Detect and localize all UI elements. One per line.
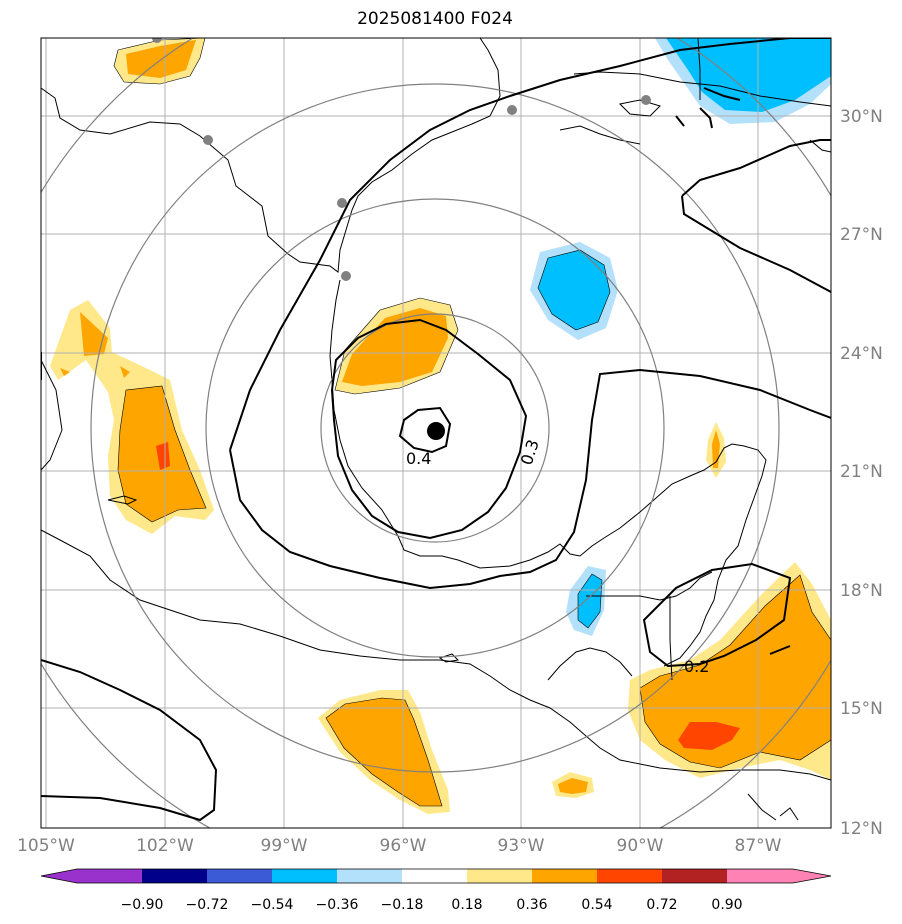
contour-0.2-gulf bbox=[229, 38, 831, 451]
lon-label: 105°W bbox=[17, 836, 75, 856]
map-frame bbox=[40, 37, 832, 829]
colorbar-label: 0.36 bbox=[516, 897, 547, 913]
colorbar-segment bbox=[77, 869, 143, 883]
colorbar-segment bbox=[467, 869, 533, 883]
storm-center-marker bbox=[427, 422, 445, 440]
colorbar-segment bbox=[337, 869, 403, 883]
colorbar-labels: −0.90 −0.72 −0.54 −0.36 −0.18 0.18 0.36 … bbox=[121, 897, 743, 913]
colorbar-label: −0.72 bbox=[186, 897, 229, 913]
colorbar-segment bbox=[532, 869, 598, 883]
lat-label: 15°N bbox=[840, 699, 883, 719]
lat-label: 12°N bbox=[840, 819, 883, 839]
lon-label: 96°W bbox=[380, 836, 427, 856]
lat-label: 24°N bbox=[840, 344, 883, 364]
map-area: 0.4 0.3 0.2 bbox=[41, 38, 831, 828]
colorbar-label: −0.36 bbox=[316, 897, 359, 913]
colorbar-label: −0.54 bbox=[251, 897, 294, 913]
contour-0.2-caribbean bbox=[642, 562, 792, 668]
lat-label: 21°N bbox=[840, 462, 883, 482]
colorbar-segment bbox=[207, 869, 273, 883]
contour-0.3 bbox=[330, 318, 528, 540]
colorbar-label: 0.72 bbox=[646, 897, 677, 913]
lat-label: 18°N bbox=[840, 581, 883, 601]
colorbar-segment bbox=[402, 869, 468, 883]
colorbar-label: 0.90 bbox=[711, 897, 742, 913]
colorbar-segment bbox=[662, 869, 728, 883]
colorbar-segment bbox=[142, 869, 208, 883]
lon-label: 93°W bbox=[498, 836, 545, 856]
lon-label: 102°W bbox=[136, 836, 194, 856]
contour-label-0.4: 0.4 bbox=[406, 449, 431, 468]
colorbar-label: −0.90 bbox=[121, 897, 164, 913]
lon-label: 90°W bbox=[617, 836, 664, 856]
colorbar-label: 0.54 bbox=[581, 897, 612, 913]
lon-label: 87°W bbox=[735, 836, 782, 856]
contours bbox=[41, 38, 831, 822]
colorbar-label: 0.18 bbox=[451, 897, 482, 913]
lat-label: 30°N bbox=[840, 107, 883, 127]
colorbar bbox=[40, 868, 832, 884]
lat-labels: 12°N 15°N 18°N 21°N 24°N 27°N 30°N bbox=[840, 107, 883, 839]
contour-0.4 bbox=[398, 406, 452, 454]
contour-label-0.2: 0.2 bbox=[684, 657, 709, 676]
lon-label: 99°W bbox=[261, 836, 308, 856]
colorbar-label: −0.18 bbox=[381, 897, 424, 913]
colorbar-extend-high bbox=[793, 869, 831, 883]
map-title: 2025081400 F024 bbox=[357, 9, 513, 29]
station-markers bbox=[152, 38, 651, 281]
colorbar-extend-low bbox=[41, 869, 78, 883]
colorbar-segment bbox=[597, 869, 663, 883]
colorbar-segment bbox=[272, 869, 338, 883]
colorbar-segment bbox=[727, 869, 794, 883]
graticule bbox=[41, 38, 831, 828]
shaded-anomalies bbox=[50, 38, 831, 814]
lat-label: 27°N bbox=[840, 225, 883, 245]
coastlines bbox=[41, 38, 831, 821]
lon-labels: 105°W 102°W 99°W 96°W 93°W 90°W 87°W bbox=[17, 836, 782, 856]
colorbar-outline bbox=[40, 868, 832, 884]
range-rings bbox=[41, 38, 831, 828]
